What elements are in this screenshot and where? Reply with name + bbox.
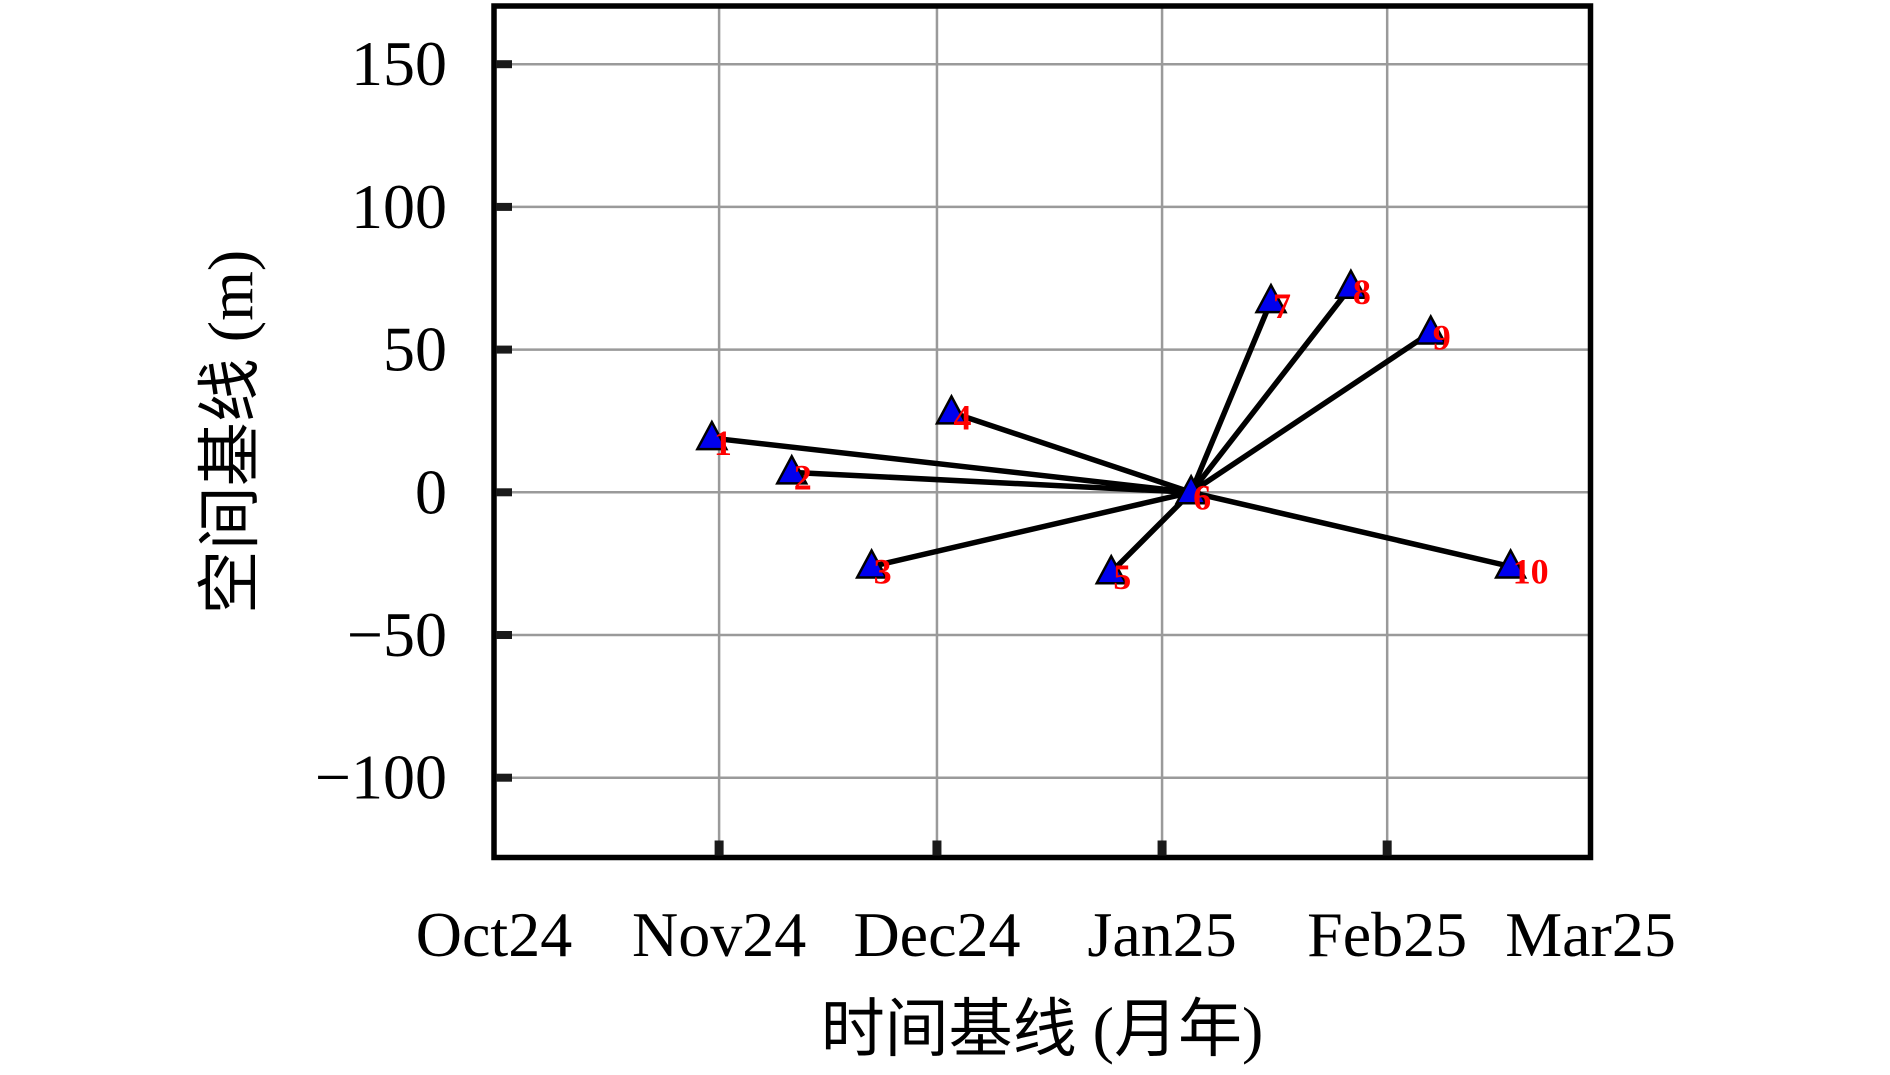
x-tick [932,840,942,856]
x-tick-label: Oct24 [416,899,572,970]
data-point-label-2: 2 [794,457,812,497]
axis-ticks [496,60,1392,856]
data-point-label-10: 10 [1513,552,1549,592]
y-axis-title: 空间基线 (m) [195,250,266,614]
data-point-7 [1254,282,1288,314]
data-point-3 [855,547,889,579]
data-point-label-5: 5 [1113,557,1131,597]
gridlines [494,6,1591,858]
baseline-pair-line [1189,330,1433,495]
x-axis-title: 时间基线 (月年) [821,994,1264,1065]
data-point-8 [1334,268,1368,300]
x-tick-label: Feb25 [1307,899,1467,970]
data-point-2 [775,453,809,485]
data-point-label-9: 9 [1433,317,1451,357]
x-tick [1157,840,1167,856]
data-point-9 [1414,313,1448,345]
plot-border [491,3,1594,861]
y-tick [496,60,512,69]
data-points [695,268,1528,585]
y-tick-label: 150 [351,28,447,99]
y-tick-label: 0 [415,456,447,527]
y-tick-label: −50 [347,599,447,670]
y-tick [496,202,512,211]
y-tick [496,631,512,639]
x-tick-label: Jan25 [1087,899,1236,970]
data-point-label-8: 8 [1353,272,1371,312]
y-tick [496,345,512,354]
axis-tick-labels: 150 100 50 0 −50 −100 Oct24 Nov24 Dec24 Jan25 Feb2… [315,28,1676,970]
baseline-pair-line [870,489,1192,570]
y-tick [496,773,512,782]
data-point-6 [1174,473,1208,505]
x-tick [714,840,724,856]
data-point-label-1: 1 [714,423,732,463]
baseline-pair-line [1188,285,1354,494]
data-point-5 [1094,553,1128,585]
baseline-connection-lines [711,285,1512,575]
data-point-label-3: 3 [874,552,892,592]
baseline-pair-line [1190,489,1512,570]
y-tick-label: 100 [351,171,447,242]
y-tick [496,488,512,497]
baseline-pair-line [791,469,1192,496]
data-point-label-4: 4 [953,397,971,437]
data-point-1 [695,419,729,451]
baseline-pair-line [1188,300,1274,494]
x-tick-label: Dec24 [853,899,1020,970]
baseline-pair-line [950,409,1192,495]
baseline-pair-line [1109,490,1194,575]
x-tick [1382,840,1392,856]
x-tick-label: Mar25 [1505,899,1676,970]
x-tick-label: Nov24 [632,899,806,970]
data-point-label-6: 6 [1193,477,1211,517]
data-point-10 [1494,547,1528,579]
data-point-label-7: 7 [1273,286,1291,326]
y-tick-label: −100 [315,742,447,813]
y-tick-label: 50 [383,314,447,385]
baseline-pair-line [711,435,1192,496]
data-point-4 [934,393,969,425]
plot-frame [491,3,1594,861]
data-point-labels: 1 2 3 4 5 6 7 8 9 10 [714,272,1549,597]
